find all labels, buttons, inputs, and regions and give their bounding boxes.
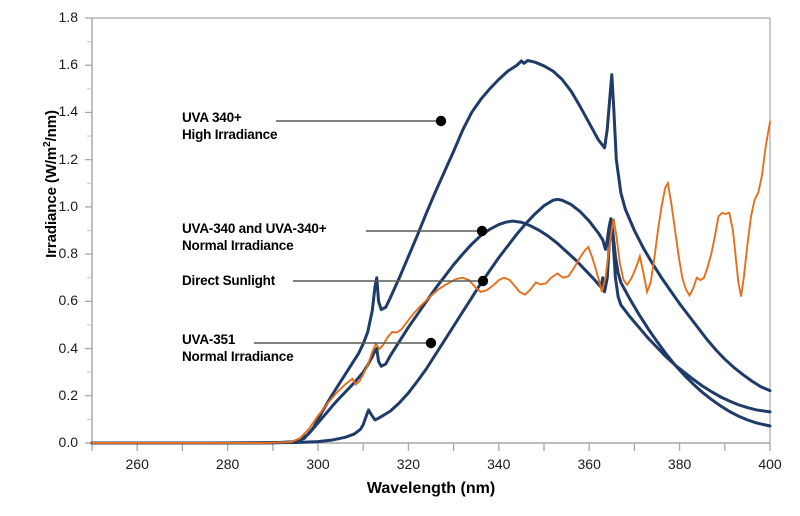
annotation-direct-sunlight [293, 275, 489, 287]
y-axis-title: Irradiance (W/m2/nm) [42, 34, 60, 334]
x-axis-title: Wavelength (nm) [366, 480, 496, 497]
annotation-label-line: Normal Irradiance [182, 238, 294, 253]
x-tick-label: 280 [215, 456, 240, 472]
annotation-label-line: Normal Irradiance [182, 349, 294, 364]
series-line-0 [90, 59, 772, 445]
y-tick-label: 1.8 [58, 9, 78, 25]
annotation-label-direct-sunlight: Direct Sunlight [182, 272, 275, 289]
annotation-label-line: Direct Sunlight [182, 273, 276, 288]
annotation-uva340plus-high [276, 115, 447, 127]
x-tick-label: 380 [667, 456, 692, 472]
y-tick-label: 0.0 [58, 434, 78, 450]
annotation-uva351-normal [254, 337, 437, 349]
x-tick-label: 360 [577, 456, 601, 472]
x-tick-label: 400 [758, 456, 782, 472]
annotation-label-line: UVA 340+ [182, 110, 242, 125]
y-tick-label: 0.8 [58, 245, 78, 262]
x-tick-label: 320 [396, 456, 421, 472]
leader-marker [425, 337, 437, 349]
y-tick-label: 1.6 [58, 56, 78, 73]
leader-marker [435, 115, 447, 127]
annotation-uva340-normal [366, 225, 488, 237]
annotation-label-line: UVA-351 [182, 332, 236, 347]
series-line-2 [90, 197, 772, 445]
x-tick-label: 340 [487, 456, 511, 472]
leader-marker [476, 225, 488, 237]
annotation-label-line: High Irradiance [182, 127, 278, 142]
y-tick-label: 1.4 [58, 103, 78, 120]
x-tick-label: 300 [306, 456, 330, 472]
annotation-label-uva340plus-high: UVA 340+ High Irradiance [182, 109, 277, 143]
y-tick-label: 0.4 [58, 339, 78, 356]
x-tick-label: 260 [125, 456, 149, 472]
annotation-label-uva351-normal: UVA-351 Normal Irradiance [182, 331, 294, 365]
y-tick-label: 0.2 [58, 386, 78, 403]
leader-marker [477, 275, 489, 287]
y-axis-title-text: Irradiance (W/m2/nm) [42, 110, 60, 258]
series-line-3 [91, 120, 771, 444]
y-tick-label: 1.0 [58, 197, 78, 214]
y-tick-label: 0.6 [58, 292, 78, 309]
y-tick-label: 1.2 [58, 150, 78, 167]
annotation-label-line: UVA-340 and UVA-340+ [182, 221, 327, 236]
annotation-label-uva340-normal: UVA-340 and UVA-340+ Normal Irradiance [182, 220, 327, 254]
